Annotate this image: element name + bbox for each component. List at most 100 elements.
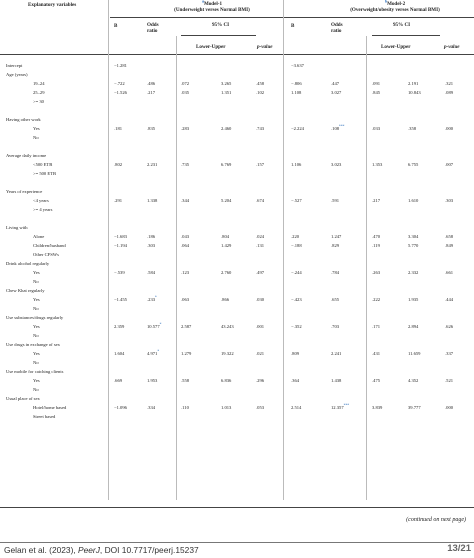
odds-ratio-model1: .584 [147, 270, 156, 275]
odds-ratio-model1: .233* [147, 295, 157, 302]
significance-mark: * [155, 295, 157, 300]
p-value-model1: .458 [256, 81, 265, 86]
b-model2: −.527 [291, 198, 302, 203]
table-row [0, 178, 474, 187]
row-label: Living with [6, 225, 28, 230]
ci-upper-model2: 2.191 [408, 81, 419, 86]
ci-upper-model1: 6.769 [221, 162, 232, 167]
odds-ratio-model2: 1.247 [331, 234, 342, 239]
ci-lower-model2: 1.353 [372, 162, 383, 167]
p-value-model2: .007 [445, 162, 454, 167]
significance-mark: * [157, 349, 160, 354]
ci-lower-model1: .735 [181, 162, 190, 167]
ci-upper-model1: 2.460 [221, 126, 232, 131]
ci-upper-model2: 4.352 [408, 378, 419, 383]
col-p-1: p-value [257, 44, 273, 50]
col-or-2: Odds ratio [331, 22, 343, 34]
odds-ratio-model2: .591 [331, 198, 340, 203]
table-row: Other CFSWs [0, 250, 474, 259]
row-label: Intercept [6, 63, 23, 68]
table-row: Street based [0, 412, 474, 421]
header-rule-1 [110, 17, 474, 18]
odds-ratio-model2: .784 [331, 270, 340, 275]
b-model2: −.806 [291, 81, 302, 86]
b-model2: −.188 [291, 243, 302, 248]
table-row: Use mobile for catching clients [0, 367, 474, 376]
col-ci-1: 95% CI [212, 22, 230, 28]
table-row: >= 30 [0, 97, 474, 106]
table-row: No [0, 331, 474, 340]
table-row [0, 142, 474, 151]
p-value-model1: .131 [256, 243, 265, 248]
table-row [0, 106, 474, 115]
col-lowup-2: Lower-Upper [381, 44, 411, 50]
p-value-model1: .030 [256, 297, 265, 302]
table-row: No [0, 385, 474, 394]
p-value-model2: .661 [445, 270, 454, 275]
table-row: Use drugs in exchange of sex [0, 340, 474, 349]
odds-ratio-model1: 1.338 [147, 198, 158, 203]
p-value-model1: .021 [256, 351, 265, 356]
table-row: Yes 1.604 4.971* 1.279 19.322 .021 .809 2.241 .4… [0, 349, 474, 358]
row-label: >= 4 years [33, 207, 53, 212]
ci-upper-model2: 3.304 [408, 234, 419, 239]
ci-upper-model1: 6.836 [221, 378, 232, 383]
odds-ratio-model2: .655 [331, 297, 340, 302]
table-row: Intercept −1.281 −3.637 [0, 61, 474, 70]
col-b-2: B [291, 23, 295, 29]
p-value-model1: .157 [256, 162, 265, 167]
table-row: Hotel/home based −1.096 .334 .110 1.013 .053 2… [0, 403, 474, 412]
table-row: Having other work [0, 115, 474, 124]
table-bottom-rule [0, 507, 474, 508]
p-value-model2: .089 [445, 90, 454, 95]
ci-upper-model2: 6.755 [408, 162, 419, 167]
odds-ratio-model2: 3.023 [331, 162, 342, 167]
row-label: Hotel/home based [33, 405, 67, 410]
row-label: Children/husband [33, 243, 66, 248]
table-row: 25–29 −1.526 .217 .035 1.351 .102 1.108 3.027 .8… [0, 88, 474, 97]
table-row: Use substances/drugs regularly [0, 313, 474, 322]
row-label: No [33, 333, 39, 338]
ci-lower-model2: 3.839 [372, 405, 383, 410]
row-label: <4 years [33, 198, 49, 203]
b-model1: .669 [114, 378, 123, 383]
odds-ratio-model1: .217 [147, 90, 156, 95]
row-label: No [33, 279, 39, 284]
table-row: Alone −1.683 .186 .043 .804 .024 .220 1.247 .470… [0, 232, 474, 241]
col-lowup-1: Lower-Upper [196, 44, 226, 50]
odds-ratio-model1: .186 [147, 234, 156, 239]
ci-lower-model2: .431 [372, 351, 381, 356]
row-label: No [33, 306, 39, 311]
row-label: Usual place of sex [6, 396, 40, 401]
p-value-model2: .626 [445, 324, 454, 329]
b-model2: 2.514 [291, 405, 302, 410]
row-label: Use mobile for catching clients [6, 369, 64, 374]
ci-rule-1 [181, 35, 256, 36]
ci-upper-model1: 19.322 [221, 351, 234, 356]
row-label: Alone [33, 234, 45, 239]
row-label: Yes [33, 378, 40, 383]
table-row: Years of experience [0, 187, 474, 196]
ci-upper-model2: 1.610 [408, 198, 419, 203]
row-label: No [33, 360, 39, 365]
p-value-model2: .321 [445, 81, 454, 86]
model1-sup: a [201, 0, 204, 4]
table-row: 19–24 −.722 .486 .072 3.265 .458 −.806 .447 .091… [0, 79, 474, 88]
b-model2: −2.224 [291, 126, 304, 131]
model1-sub: (Underweight verses Normal BMI) [174, 7, 250, 13]
odds-ratio-model1: .303 [147, 243, 156, 248]
ci-lower-model1: .344 [181, 198, 190, 203]
row-label: 25–29 [33, 90, 45, 95]
odds-ratio-model2: .108*** [331, 124, 345, 131]
p-value-model2: .000 [445, 126, 454, 131]
b-model1: −.722 [114, 81, 125, 86]
ci-lower-model2: .845 [372, 90, 381, 95]
ci-lower-model2: .222 [372, 297, 381, 302]
b-model1: .802 [114, 162, 123, 167]
row-label: Average daily income [6, 153, 47, 158]
odds-ratio-model2: 3.027 [331, 90, 342, 95]
table-row: <500 ETB .802 2.231 .735 6.769 .157 1.106 3.023… [0, 160, 474, 169]
ci-lower-model1: .063 [181, 297, 190, 302]
ci-upper-model2: 10.843 [408, 90, 421, 95]
table-row: Living with [0, 223, 474, 232]
